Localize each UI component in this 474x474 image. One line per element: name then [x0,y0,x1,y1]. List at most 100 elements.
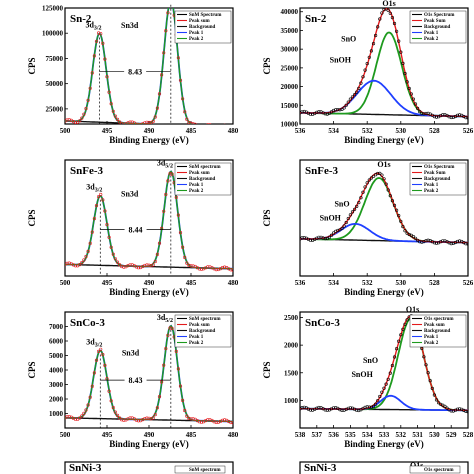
x-tick-label: 500 [60,431,71,439]
spectrum-point [136,419,141,423]
legend-entry: Background [424,329,451,334]
spectrum-point [371,174,376,178]
plot-frame [64,461,234,474]
spectrum-point [183,408,187,413]
spectrum-point [202,126,205,129]
spectrum-point [466,116,468,120]
spectrum-point [128,120,132,124]
x-tick-label: 485 [186,431,197,439]
spectrum-point [78,119,82,123]
region-label: Sn3d [121,21,139,30]
spectrum-point [164,192,168,197]
spectrum-point [191,264,195,268]
spectrum-point [117,263,122,267]
spectrum-point [231,421,233,425]
x-tick-label: 495 [102,127,113,135]
spectrum-point [191,417,195,421]
spectrum-point [434,115,439,119]
legend-entry: O1s spectrum [424,317,454,322]
spectrum-point [361,75,365,79]
spectrum-point [107,235,111,239]
panel-0: 500 495 490 485 480 25000 50000 75000 100000 1250… [27,3,239,146]
spectrum-point [101,352,105,357]
spectrum-point [397,39,401,43]
peak-label: 3d5/2 [157,158,173,169]
spectrum-point [449,115,453,120]
spectrum-point [422,112,426,116]
spectrum-point [441,239,445,243]
spectrum-point [353,93,357,97]
spectrum-point [359,81,363,85]
x-tick-label: 531 [412,431,423,439]
legend-entry: Peak 1 [424,31,439,36]
y-tick-label: 125000 [42,5,64,13]
y-axis-label: CPS [262,209,272,226]
panel-title: SnNi-3 [69,462,102,474]
legend-entry: O1s Spectrum [424,13,455,18]
y-tick-label: 10000 [281,121,299,129]
legend-entry: Background [189,25,216,30]
spectrum-point [94,358,99,362]
spectrum-point [90,230,94,234]
spectrum-point [171,3,174,6]
spectrum-point [113,410,117,414]
spectrum-point [103,57,107,61]
x-tick-label: 485 [186,279,197,287]
spectrum-point [302,109,306,114]
spectrum-point [367,405,371,409]
x-tick-label: 532 [362,127,373,135]
spectrum-point [422,355,426,359]
spectrum-point [65,118,69,122]
spectrum-point [157,395,162,399]
y-tick-label: 25000 [46,105,64,113]
spectrum-point [466,242,468,246]
y-tick-label: 1000 [49,410,64,418]
spectrum-point [115,117,120,121]
spectrum-point [418,109,422,114]
spectrum-point [327,111,332,115]
x-tick-label: 530 [396,127,407,135]
spectrum-point [399,219,403,223]
y-axis-label: CPS [262,57,272,74]
spectrum-point [388,194,392,198]
legend-entry: Peak 2 [424,189,439,194]
y-tick-label: 2000 [284,342,299,350]
spectrum-point [120,264,124,269]
peak-label: O1s [377,160,390,169]
spectrum-point [103,363,107,368]
spectrum-point [401,327,405,331]
peak-label: SnOH [330,55,352,64]
spectrum-point [65,415,69,419]
spectrum-point [128,416,132,420]
spectrum-point [418,240,422,244]
spectrum-point [174,195,178,199]
spectrum-point [122,265,126,269]
spectrum-point [390,199,395,203]
spectrum-point [338,108,342,112]
spectrum-point [458,239,462,243]
spectrum-point [213,126,216,129]
spectrum-point [443,404,447,409]
spectrum-point [164,347,168,351]
spectrum-point [411,97,416,101]
spectrum-point [86,98,90,102]
spectrum-point [371,41,376,46]
y-tick-label: 3000 [49,381,64,389]
spectrum-point [80,261,84,265]
x-tick-label: 480 [228,279,239,287]
spectrum-point [187,263,191,268]
x-tick-label: 534 [362,431,373,439]
background-line [65,120,169,124]
legend-entry: SnM spectrum [189,165,221,170]
spectrum-point [363,405,367,410]
spectrum-point [80,414,84,418]
splitting-label-bg [124,375,147,385]
y-tick-label: 2500 [284,314,299,322]
legend-entry: SnM spectrum [189,468,221,473]
spectrum-point [162,363,166,367]
spectrum-point [174,349,178,354]
spectrum-point [386,8,390,12]
spectrum-point [353,207,357,211]
spectrum-point [346,216,350,221]
spectrum-point [178,78,183,82]
